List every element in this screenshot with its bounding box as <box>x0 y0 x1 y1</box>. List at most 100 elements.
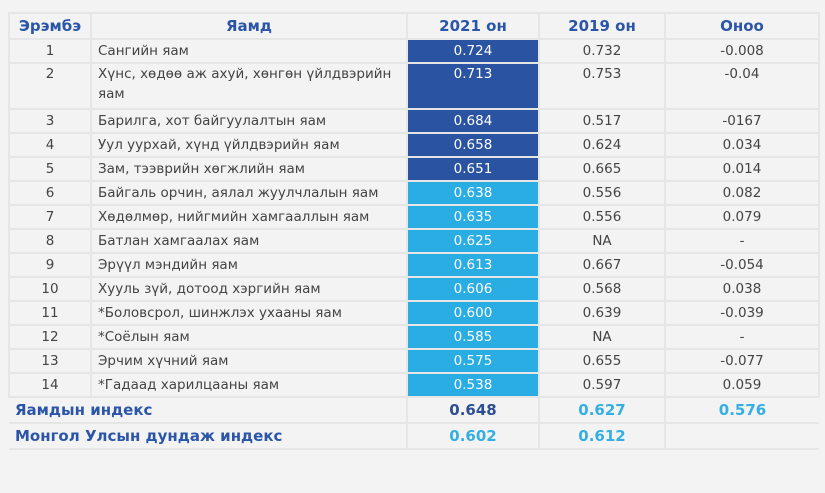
score-2021-cell: 0.724 <box>406 38 540 64</box>
score-2021-cell: 0.658 <box>406 132 540 158</box>
table-row: 6 Байгаль орчин, аялал жуулчлалын яам 0.… <box>8 180 820 206</box>
score-2021-cell: 0.600 <box>406 300 540 326</box>
table-row: 1 Сангийн яам 0.724 0.732 -0.008 <box>8 38 820 64</box>
score-2019-cell: 0.568 <box>538 276 666 302</box>
score-2019-cell: 0.753 <box>538 62 666 110</box>
change-cell: 0.082 <box>664 180 820 206</box>
score-2019-cell: 0.655 <box>538 348 666 374</box>
change-cell: -0.008 <box>664 38 820 64</box>
table-row: 7 Хөдөлмөр, нийгмийн хамгааллын яам 0.63… <box>8 204 820 230</box>
table-row: 2 Хүнс, хөдөө аж ахуй, хөнгөн үйлдвэрийн… <box>8 62 820 110</box>
rank-cell: 11 <box>8 300 92 326</box>
score-2019-cell: 0.667 <box>538 252 666 278</box>
score-2021-cell: 0.713 <box>406 62 540 110</box>
change-cell: 0.014 <box>664 156 820 182</box>
summary-2019: 0.627 <box>538 396 665 424</box>
ministry-cell: Сангийн яам <box>90 38 408 64</box>
rank-cell: 6 <box>8 180 92 206</box>
table-row: 13 Эрчим хүчний яам 0.575 0.655 -0.077 <box>8 348 820 374</box>
rank-cell: 1 <box>8 38 92 64</box>
score-2021-cell: 0.585 <box>406 324 540 350</box>
summary-label: Монгол Улсын дундаж индекс <box>9 422 407 450</box>
table-row: 5 Зам, тээврийн хөгжлийн яам 0.651 0.665… <box>8 156 820 182</box>
table-row: 12 *Соёлын яам 0.585 NA - <box>8 324 820 350</box>
table-row: 10 Хууль зүй, дотоод хэргийн яам 0.606 0… <box>8 276 820 302</box>
rank-cell: 8 <box>8 228 92 254</box>
rank-cell: 3 <box>8 108 92 134</box>
change-cell: -0167 <box>664 108 820 134</box>
ministry-cell: Барилга, хот байгуулалтын яам <box>90 108 408 134</box>
change-cell: 0.034 <box>664 132 820 158</box>
score-2019-cell: NA <box>538 324 666 350</box>
ministry-cell: *Гадаад харилцааны яам <box>90 372 408 398</box>
score-2021-cell: 0.575 <box>406 348 540 374</box>
ministry-cell: *Боловсрол, шинжлэх ухааны яам <box>90 300 408 326</box>
summary-2021: 0.648 <box>406 396 539 424</box>
rank-cell: 4 <box>8 132 92 158</box>
ministry-cell: Байгаль орчин, аялал жуулчлалын яам <box>90 180 408 206</box>
rank-cell: 14 <box>8 372 92 398</box>
ministry-cell: Хүнс, хөдөө аж ахуй, хөнгөн үйлдвэрийн я… <box>90 62 408 110</box>
summary-score: 0.576 <box>664 396 819 424</box>
score-2019-cell: 0.665 <box>538 156 666 182</box>
score-2019-cell: NA <box>538 228 666 254</box>
header-row: Эрэмбэ Яамд 2021 он 2019 он Оноо <box>8 12 820 40</box>
rank-cell: 2 <box>8 62 92 110</box>
rank-cell: 10 <box>8 276 92 302</box>
summary-2021: 0.602 <box>406 422 539 450</box>
header-2019: 2019 он <box>538 12 666 40</box>
change-cell: 0.059 <box>664 372 820 398</box>
table-row: 14 *Гадаад харилцааны яам 0.538 0.597 0.… <box>8 372 820 398</box>
table-row: 9 Эрүүл мэндийн яам 0.613 0.667 -0.054 <box>8 252 820 278</box>
change-cell: -0.054 <box>664 252 820 278</box>
header-rank: Эрэмбэ <box>8 12 92 40</box>
change-cell: - <box>664 324 820 350</box>
change-cell: 0.038 <box>664 276 820 302</box>
score-2019-cell: 0.732 <box>538 38 666 64</box>
summary-2019: 0.612 <box>538 422 665 450</box>
ministry-ranking-table: Эрэмбэ Яамд 2021 он 2019 он Оноо 1 Санги… <box>8 12 820 450</box>
score-2019-cell: 0.624 <box>538 132 666 158</box>
score-2021-cell: 0.606 <box>406 276 540 302</box>
ministry-cell: Хууль зүй, дотоод хэргийн яам <box>90 276 408 302</box>
table-row: 11 *Боловсрол, шинжлэх ухааны яам 0.600 … <box>8 300 820 326</box>
rank-cell: 12 <box>8 324 92 350</box>
table-row: 8 Батлан хамгаалах яам 0.625 NA - <box>8 228 820 254</box>
score-2021-cell: 0.613 <box>406 252 540 278</box>
summary-label: Яамдын индекс <box>9 396 407 424</box>
ministry-cell: Зам, тээврийн хөгжлийн яам <box>90 156 408 182</box>
score-2021-cell: 0.651 <box>406 156 540 182</box>
header-ministry: Яамд <box>90 12 408 40</box>
ministry-cell: Хөдөлмөр, нийгмийн хамгааллын яам <box>90 204 408 230</box>
change-cell: 0.079 <box>664 204 820 230</box>
score-2021-cell: 0.625 <box>406 228 540 254</box>
change-cell: - <box>664 228 820 254</box>
ministry-cell: Эрчим хүчний яам <box>90 348 408 374</box>
score-2019-cell: 0.556 <box>538 204 666 230</box>
ministry-cell: Уул уурхай, хүнд үйлдвэрийн яам <box>90 132 408 158</box>
header-score: Оноо <box>664 12 820 40</box>
summary-row: Монгол Улсын дундаж индекс 0.602 0.612 <box>9 422 819 450</box>
score-2019-cell: 0.517 <box>538 108 666 134</box>
change-cell: -0.04 <box>664 62 820 110</box>
summary-row: Яамдын индекс 0.648 0.627 0.576 <box>9 396 819 424</box>
score-2019-cell: 0.556 <box>538 180 666 206</box>
table-row: 3 Барилга, хот байгуулалтын яам 0.684 0.… <box>8 108 820 134</box>
header-2021: 2021 он <box>406 12 540 40</box>
score-2021-cell: 0.684 <box>406 108 540 134</box>
change-cell: -0.039 <box>664 300 820 326</box>
score-2021-cell: 0.638 <box>406 180 540 206</box>
summary-score <box>664 422 819 450</box>
score-2021-cell: 0.635 <box>406 204 540 230</box>
rank-cell: 7 <box>8 204 92 230</box>
rank-cell: 13 <box>8 348 92 374</box>
rank-cell: 5 <box>8 156 92 182</box>
ministry-cell: Батлан хамгаалах яам <box>90 228 408 254</box>
score-2019-cell: 0.639 <box>538 300 666 326</box>
ministry-cell: Эрүүл мэндийн яам <box>90 252 408 278</box>
score-2021-cell: 0.538 <box>406 372 540 398</box>
score-2019-cell: 0.597 <box>538 372 666 398</box>
rank-cell: 9 <box>8 252 92 278</box>
change-cell: -0.077 <box>664 348 820 374</box>
ministry-cell: *Соёлын яам <box>90 324 408 350</box>
